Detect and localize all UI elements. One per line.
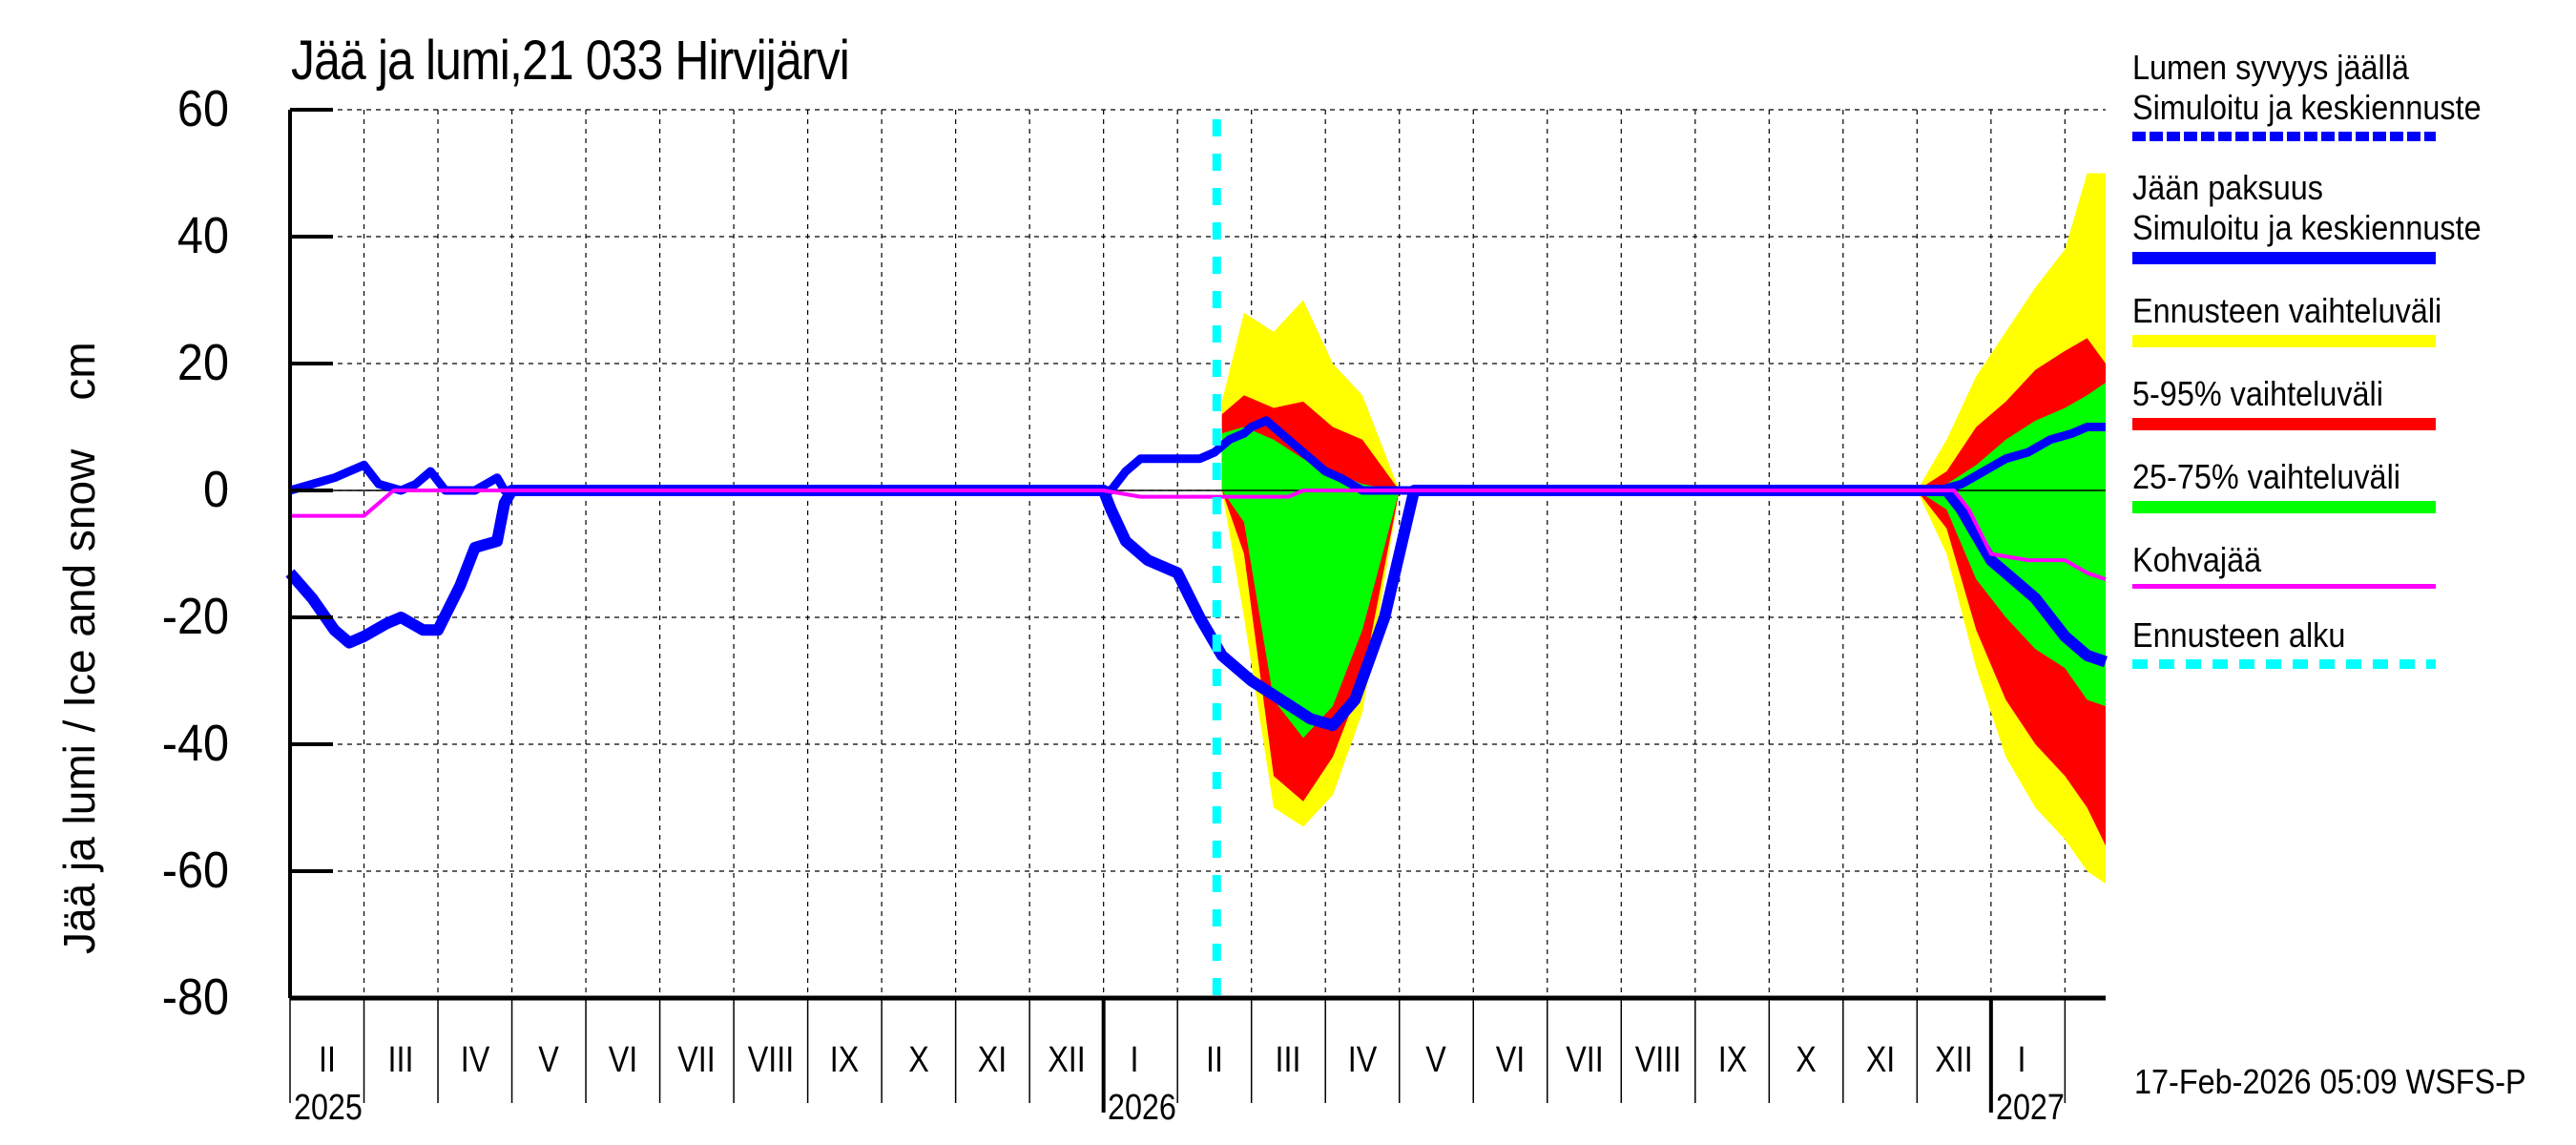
legend-label: 25-75% vaihteluväli — [2132, 457, 2400, 496]
legend-label: Lumen syvyys jäällä — [2132, 48, 2409, 87]
y-axis-label: Jää ja lumi / Ice and snow cm — [54, 342, 104, 954]
month-label: IV — [460, 1040, 490, 1080]
month-label: IV — [1347, 1040, 1378, 1080]
legend-swatch — [2132, 252, 2436, 264]
month-label: V — [538, 1040, 560, 1080]
legend-item: Kohvajää — [2132, 540, 2571, 589]
y-tick-label: -80 — [161, 968, 229, 1026]
legend-swatch — [2132, 659, 2436, 669]
legend-swatch — [2132, 501, 2436, 513]
legend-item: 5-95% vaihteluväli — [2132, 374, 2571, 430]
band-00ff00 — [1221, 427, 1400, 739]
month-label: V — [1425, 1040, 1447, 1080]
ice-thickness-line — [285, 485, 2108, 732]
month-label: VI — [1495, 1040, 1526, 1080]
y-tick-label: -20 — [161, 588, 229, 645]
month-label: XII — [1048, 1040, 1086, 1080]
legend: Lumen syvyys jäällä Simuloitu ja keskienn… — [2132, 48, 2571, 696]
legend-item: Lumen syvyys jäällä Simuloitu ja keskienn… — [2132, 48, 2571, 141]
y-tick-label: 0 — [202, 461, 229, 518]
chart-title: Jää ja lumi,21 033 Hirvijärvi — [291, 30, 850, 92]
year-label: 2027 — [1995, 1088, 2065, 1128]
month-label: IX — [830, 1040, 860, 1080]
month-label: IX — [1717, 1040, 1747, 1080]
legend-label: Ennusteen vaihteluväli — [2132, 291, 2442, 330]
legend-item: Ennusteen alku — [2132, 615, 2571, 669]
month-label: X — [908, 1040, 929, 1080]
legend-swatch — [2132, 584, 2436, 589]
axes — [288, 108, 2106, 1113]
month-label: II — [318, 1040, 336, 1080]
y-tick-label: -40 — [161, 715, 229, 772]
month-label: VIII — [1634, 1040, 1682, 1080]
year-label: 2026 — [1107, 1088, 1176, 1128]
y-tick-label: -60 — [161, 842, 229, 899]
month-label: VIII — [747, 1040, 795, 1080]
month-label: I — [1130, 1040, 1139, 1080]
month-label: VII — [677, 1040, 717, 1080]
legend-label: Jään paksuus — [2132, 168, 2323, 207]
snow-depth-line — [288, 416, 2106, 495]
legend-swatch — [2132, 132, 2436, 141]
month-label: I — [2017, 1040, 2026, 1080]
legend-label: Ennusteen alku — [2132, 615, 2346, 655]
timestamp: 17-Feb-2026 05:09 WSFS-P — [2134, 1062, 2526, 1101]
month-label: XI — [978, 1040, 1008, 1080]
legend-label: Simuloitu ja keskiennuste — [2132, 208, 2482, 247]
grid-lines — [289, 109, 2106, 999]
legend-item: Jään paksuus Simuloitu ja keskiennuste — [2132, 168, 2571, 264]
data-lines — [285, 119, 2108, 998]
month-label: XII — [1935, 1040, 1973, 1080]
legend-label: 5-95% vaihteluväli — [2132, 374, 2383, 413]
month-label: X — [1796, 1040, 1817, 1080]
legend-label: Kohvajää — [2132, 540, 2262, 579]
month-label: XI — [1865, 1040, 1895, 1080]
legend-swatch — [2132, 335, 2436, 347]
year-label: 2025 — [294, 1088, 363, 1128]
y-tick-label: 40 — [177, 207, 229, 264]
legend-item: 25-75% vaihteluväli — [2132, 457, 2571, 513]
legend-swatch — [2132, 418, 2436, 430]
month-label: II — [1205, 1040, 1223, 1080]
month-label: III — [1275, 1040, 1301, 1080]
y-tick-label: 20 — [177, 334, 229, 391]
slush-ice-line — [290, 489, 2107, 581]
month-label: VII — [1565, 1040, 1604, 1080]
month-label: VI — [608, 1040, 638, 1080]
legend-item: Ennusteen vaihteluväli — [2132, 291, 2571, 347]
month-label: III — [387, 1040, 414, 1080]
legend-label: Simuloitu ja keskiennuste — [2132, 88, 2482, 127]
y-tick-label: 60 — [177, 80, 229, 137]
